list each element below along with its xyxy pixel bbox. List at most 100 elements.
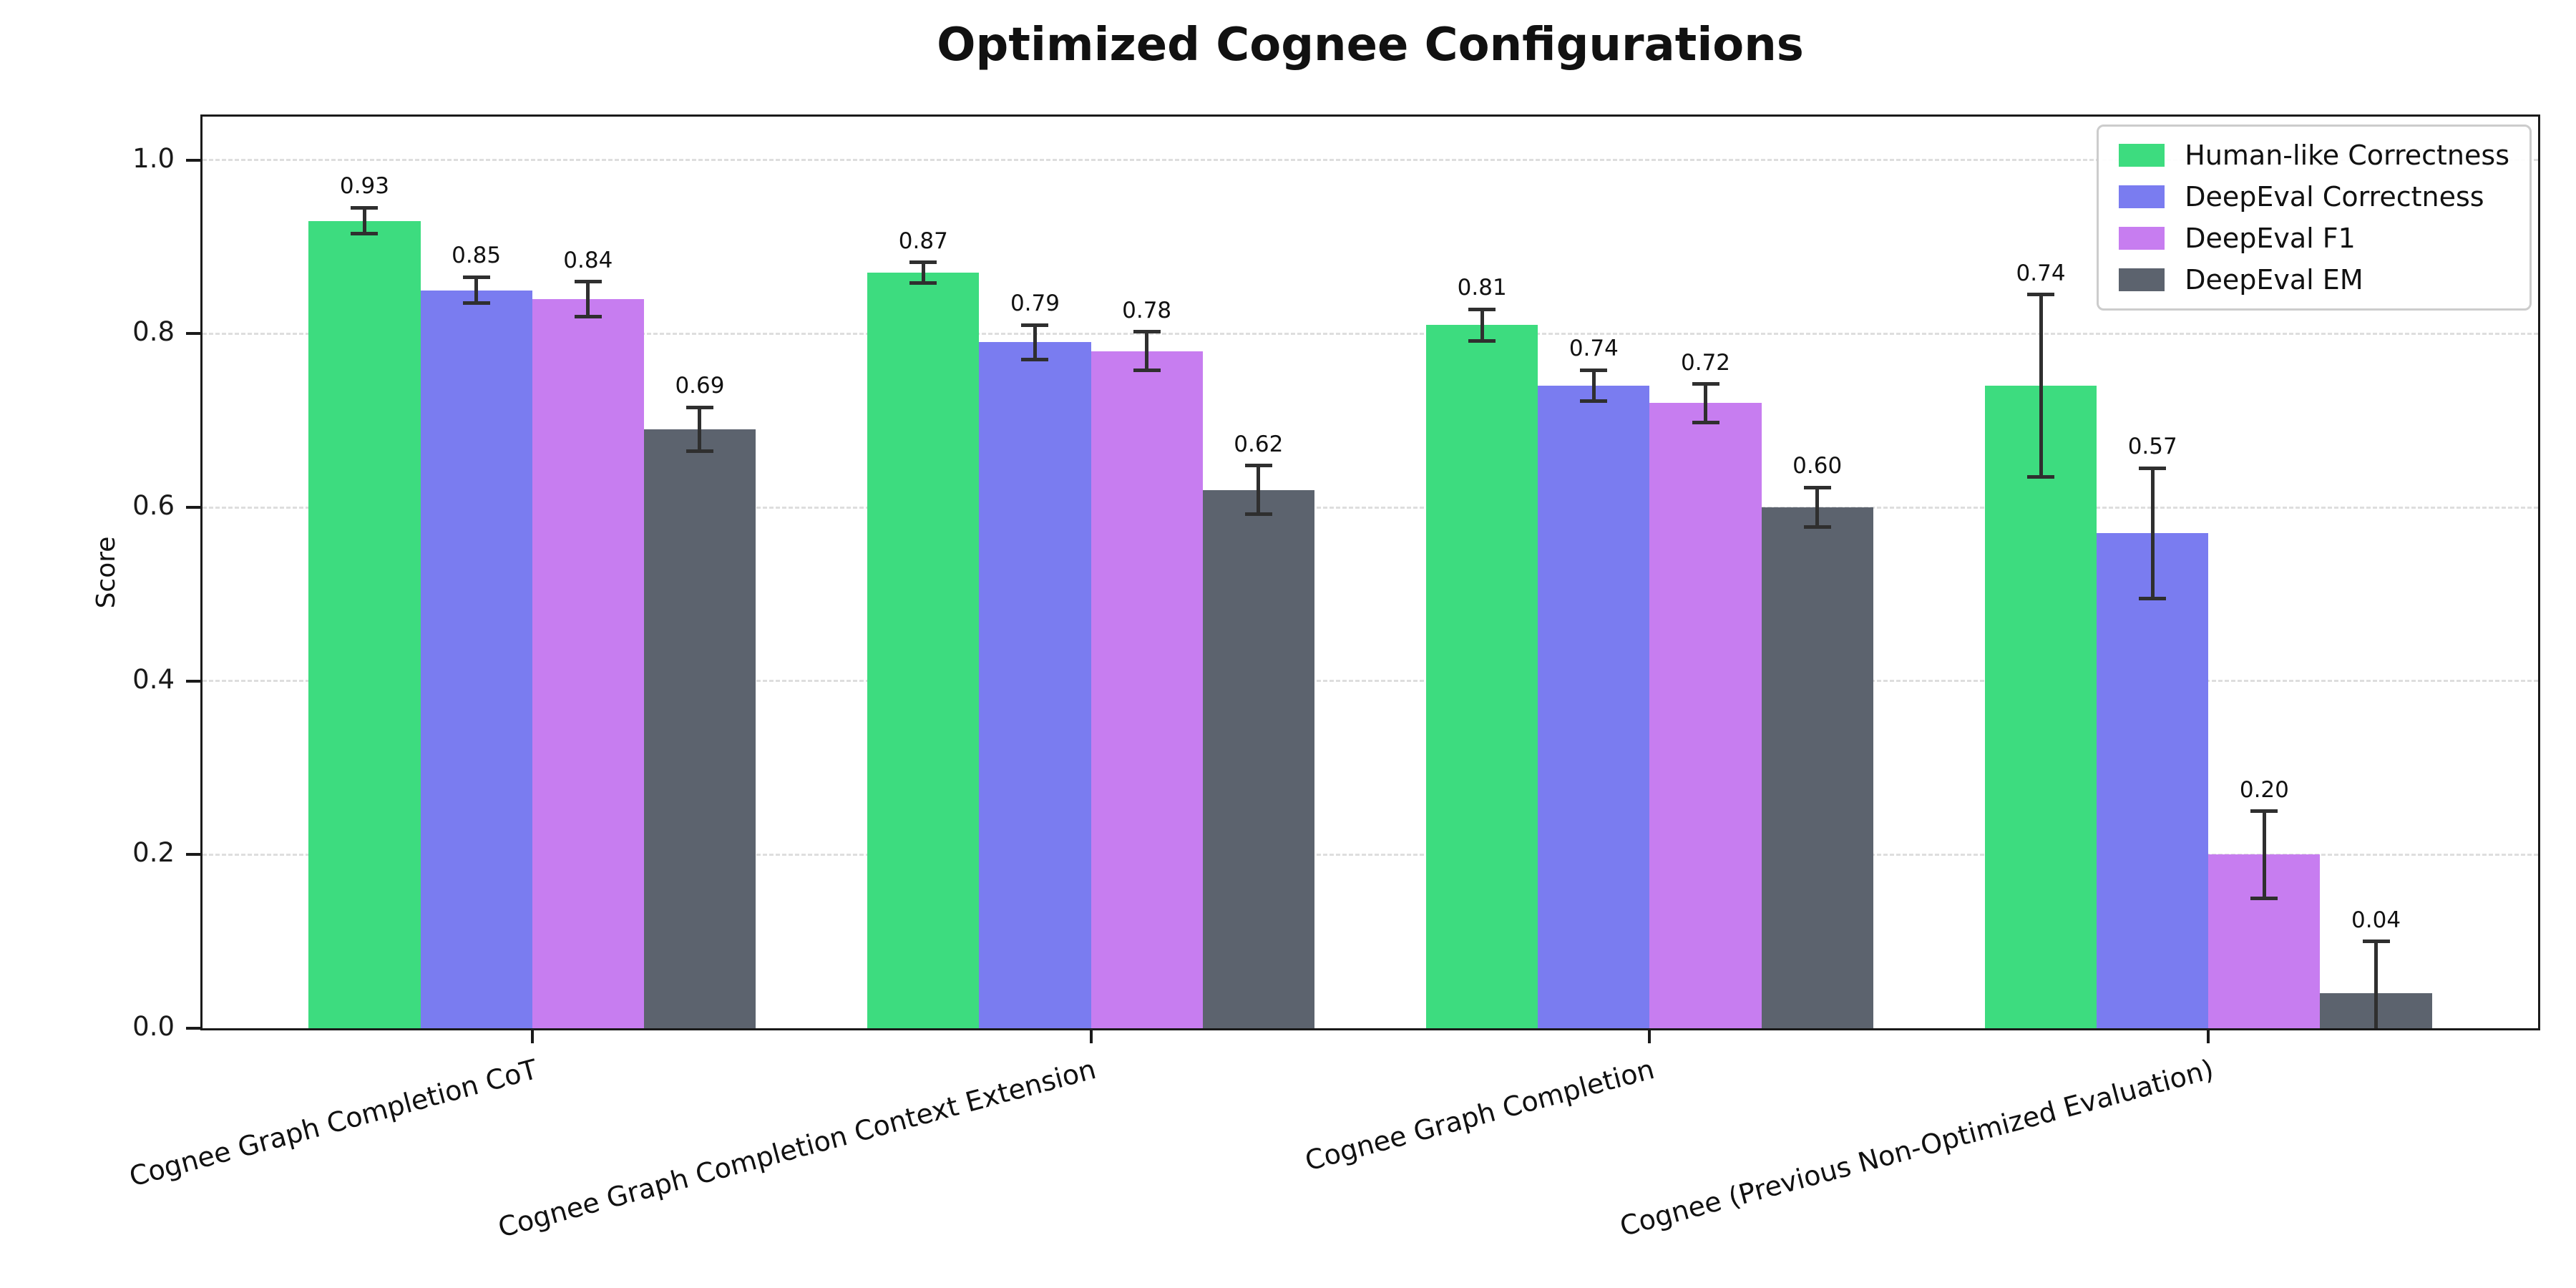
- legend: Human-like Correctness DeepEval Correctne…: [2097, 125, 2532, 311]
- bar-value-label: 0.74: [1568, 336, 1619, 362]
- bar-value-label: 0.78: [1122, 297, 1172, 323]
- bar: [2097, 533, 2209, 1028]
- error-bar-line: [921, 262, 925, 283]
- error-bar-line: [1591, 370, 1596, 401]
- error-bar-cap-top: [1803, 485, 1831, 489]
- error-bar-line: [2039, 294, 2043, 477]
- error-bar-line: [2262, 811, 2266, 898]
- legend-swatch: [2119, 268, 2165, 291]
- bar-value-label: 0.04: [2351, 907, 2401, 933]
- error-bar-cap-bottom: [1580, 399, 1608, 404]
- y-tick: [186, 853, 200, 857]
- y-tick-label: 0.0: [132, 1011, 175, 1042]
- bar: [1426, 325, 1538, 1028]
- error-bar-line: [474, 277, 479, 303]
- error-bar-cap-bottom: [1468, 338, 1496, 343]
- error-bar-cap-bottom: [351, 232, 379, 236]
- x-tick: [530, 1030, 534, 1043]
- y-tick: [186, 158, 200, 162]
- x-tick-label: Cognee Graph Completion CoT: [125, 1053, 541, 1193]
- error-bar-line: [1257, 465, 1261, 514]
- error-bar-cap-top: [2362, 940, 2390, 944]
- legend-item: DeepEval F1: [2119, 223, 2509, 254]
- error-bar-cap-bottom: [1692, 420, 1719, 424]
- legend-item: Human-like Correctness: [2119, 140, 2509, 171]
- bar: [1984, 386, 2097, 1028]
- error-bar-cap-bottom: [2027, 475, 2055, 479]
- bar-value-label: 0.84: [563, 247, 613, 273]
- x-tick-label: Cognee Graph Completion Context Extensio…: [494, 1053, 1099, 1244]
- error-bar-line: [586, 281, 590, 317]
- error-bar-cap-top: [1133, 330, 1161, 334]
- error-bar-line: [698, 407, 702, 452]
- bar-value-label: 0.74: [2016, 260, 2066, 286]
- error-bar-cap-top: [1580, 368, 1608, 372]
- bar: [420, 290, 532, 1028]
- error-bar-cap-bottom: [1803, 525, 1831, 530]
- error-bar-line: [2374, 941, 2379, 1028]
- bar: [1538, 386, 1650, 1028]
- error-bar-line: [1145, 331, 1149, 371]
- y-tick-label: 0.4: [132, 663, 175, 695]
- y-tick-label: 0.8: [132, 316, 175, 348]
- error-bar-cap-top: [909, 260, 937, 265]
- bar: [532, 298, 644, 1028]
- error-bar-cap-bottom: [686, 449, 713, 453]
- error-bar-cap-top: [2250, 809, 2278, 814]
- error-bar-cap-top: [1468, 307, 1496, 311]
- x-tick: [2207, 1030, 2210, 1043]
- y-tick-label: 1.0: [132, 142, 175, 174]
- error-bar-cap-bottom: [2139, 596, 2167, 600]
- bar: [867, 273, 980, 1028]
- error-bar-line: [1480, 309, 1484, 341]
- error-bar-cap-top: [351, 205, 379, 210]
- y-tick-label: 0.6: [132, 490, 175, 521]
- y-tick: [186, 679, 200, 683]
- gridline: [203, 159, 2538, 162]
- bar: [979, 342, 1091, 1028]
- bar-value-label: 0.85: [452, 243, 502, 269]
- y-tick-label: 0.2: [132, 837, 175, 869]
- legend-swatch: [2119, 144, 2165, 167]
- y-tick: [186, 332, 200, 336]
- error-bar-cap-top: [462, 275, 490, 279]
- error-bar-cap-top: [1244, 464, 1272, 468]
- error-bar-cap-bottom: [1133, 368, 1161, 372]
- gridline: [203, 332, 2538, 335]
- error-bar-cap-top: [1021, 323, 1049, 327]
- error-bar-cap-bottom: [574, 314, 602, 318]
- gridline: [203, 853, 2538, 856]
- bar-value-label: 0.60: [1792, 453, 1843, 479]
- error-bar-line: [1704, 384, 1708, 423]
- error-bar-line: [1815, 487, 1820, 527]
- error-bar-cap-bottom: [1021, 358, 1049, 362]
- bar: [1649, 403, 1762, 1028]
- y-tick: [186, 1027, 200, 1030]
- legend-swatch: [2119, 227, 2165, 250]
- bar-value-label: 0.57: [2127, 434, 2177, 460]
- bar-value-label: 0.72: [1681, 349, 1731, 376]
- y-axis-label: Score: [92, 536, 121, 609]
- legend-swatch: [2119, 185, 2165, 208]
- error-bar-cap-top: [686, 405, 713, 409]
- gridline: [203, 680, 2538, 683]
- chart-title: Optimized Cognee Configurations: [937, 19, 1804, 72]
- bar: [1761, 507, 1873, 1028]
- bar-value-label: 0.81: [1457, 275, 1507, 301]
- error-bar-line: [2150, 468, 2155, 599]
- bar: [1202, 489, 1314, 1028]
- legend-label: DeepEval EM: [2185, 264, 2363, 296]
- bar-value-label: 0.79: [1010, 291, 1060, 317]
- bar-value-label: 0.69: [675, 373, 725, 399]
- error-bar-line: [362, 208, 366, 234]
- error-bar-cap-top: [1692, 382, 1719, 386]
- error-bar-line: [1033, 325, 1037, 360]
- bar-value-label: 0.20: [2239, 776, 2289, 803]
- error-bar-cap-bottom: [2250, 896, 2278, 900]
- bar-value-label: 0.93: [339, 173, 389, 200]
- legend-label: DeepEval F1: [2185, 223, 2356, 254]
- legend-item: DeepEval Correctness: [2119, 181, 2509, 213]
- error-bar-cap-top: [574, 280, 602, 284]
- error-bar-cap-bottom: [909, 281, 937, 286]
